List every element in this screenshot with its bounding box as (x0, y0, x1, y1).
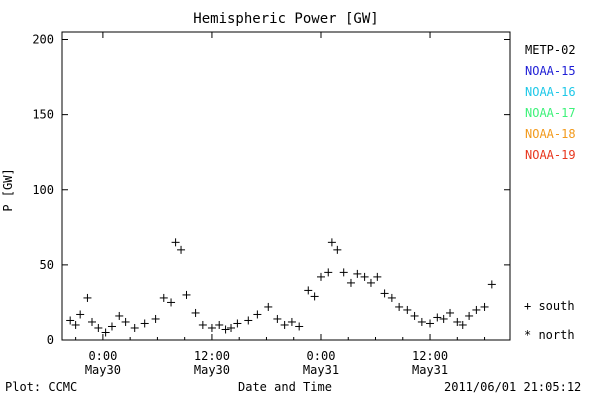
x-tick-label: 12:00 (412, 349, 448, 363)
footer-timestamp: 2011/06/01 21:05:12 (444, 380, 582, 394)
data-point (159, 293, 168, 302)
data-point (115, 311, 124, 320)
legend-item: NOAA-19 (525, 148, 576, 162)
data-point (465, 311, 474, 320)
data-point (453, 317, 462, 326)
data-point (215, 320, 224, 329)
data-point (458, 320, 467, 329)
y-tick-label: 200 (32, 33, 54, 47)
y-tick-label: 0 (47, 333, 54, 347)
data-point (417, 317, 426, 326)
data-point (167, 298, 176, 307)
data-point (273, 314, 282, 323)
data-point (480, 302, 489, 311)
data-point (380, 289, 389, 298)
data-point (83, 293, 92, 302)
x-tick-date: May31 (412, 363, 448, 377)
data-point (316, 272, 325, 281)
data-point (410, 311, 419, 320)
data-point (227, 323, 236, 332)
data-point (287, 317, 296, 326)
legend-item: NOAA-18 (525, 127, 576, 141)
data-point (140, 319, 149, 328)
data-point (171, 238, 180, 247)
x-tick-date: May30 (194, 363, 230, 377)
data-point (339, 268, 348, 277)
data-point (446, 308, 455, 317)
data-point (327, 238, 336, 247)
data-point (472, 305, 481, 314)
data-point (71, 320, 80, 329)
y-tick-label: 150 (32, 108, 54, 122)
data-point (333, 245, 342, 254)
legend: METP-02 NOAA-15 NOAA-16 NOAA-17 NOAA-18 NOAA-… (524, 43, 576, 342)
x-tick-label: 0:00 (307, 349, 336, 363)
x-tick-date: May30 (85, 363, 121, 377)
data-point (182, 290, 191, 299)
legend-item: NOAA-17 (525, 106, 576, 120)
data-point (366, 278, 375, 287)
data-point (264, 302, 273, 311)
data-point (433, 313, 442, 322)
data-point (346, 278, 355, 287)
y-axis-label: P [GW] (1, 168, 15, 211)
data-point (198, 320, 207, 329)
data-points (66, 238, 496, 337)
legend-item: NOAA-16 (525, 85, 576, 99)
data-point (373, 272, 382, 281)
data-point (151, 314, 160, 323)
x-tick-date: May31 (303, 363, 339, 377)
data-point (360, 272, 369, 281)
legend-item: NOAA-15 (525, 64, 576, 78)
plot-frame (61, 31, 511, 341)
data-point (101, 328, 110, 337)
data-point (253, 310, 262, 319)
data-point (107, 322, 116, 331)
data-point (324, 268, 333, 277)
data-point (395, 302, 404, 311)
data-point (353, 269, 362, 278)
footer-credit: Plot: CCMC (5, 380, 78, 394)
data-point (177, 245, 186, 254)
data-point (76, 310, 85, 319)
data-point (426, 319, 435, 328)
data-point (87, 317, 96, 326)
data-point (130, 323, 139, 332)
y-axis: 0 50 100 150 200 (32, 33, 510, 347)
marker-legend-item: * north (524, 328, 575, 342)
data-point (487, 280, 496, 289)
y-tick-label: 50 (40, 258, 54, 272)
data-point (304, 286, 313, 295)
data-point (94, 323, 103, 332)
chart-title: Hemispheric Power [GW] (193, 11, 378, 27)
data-point (66, 316, 75, 325)
data-point (280, 320, 289, 329)
data-point (439, 314, 448, 323)
y-tick-label: 100 (32, 183, 54, 197)
data-point (191, 308, 200, 317)
data-point (121, 317, 130, 326)
data-point (387, 293, 396, 302)
marker-legend-item: + south (524, 299, 575, 313)
data-point (295, 322, 304, 331)
data-point (244, 316, 253, 325)
x-tick-label: 12:00 (194, 349, 230, 363)
x-axis-label: Date and Time (238, 380, 332, 394)
data-point (207, 323, 216, 332)
data-point (310, 292, 319, 301)
data-point (221, 325, 230, 334)
data-point (403, 305, 412, 314)
legend-item: METP-02 (525, 43, 576, 57)
x-tick-label: 0:00 (88, 349, 117, 363)
data-point (233, 319, 242, 328)
